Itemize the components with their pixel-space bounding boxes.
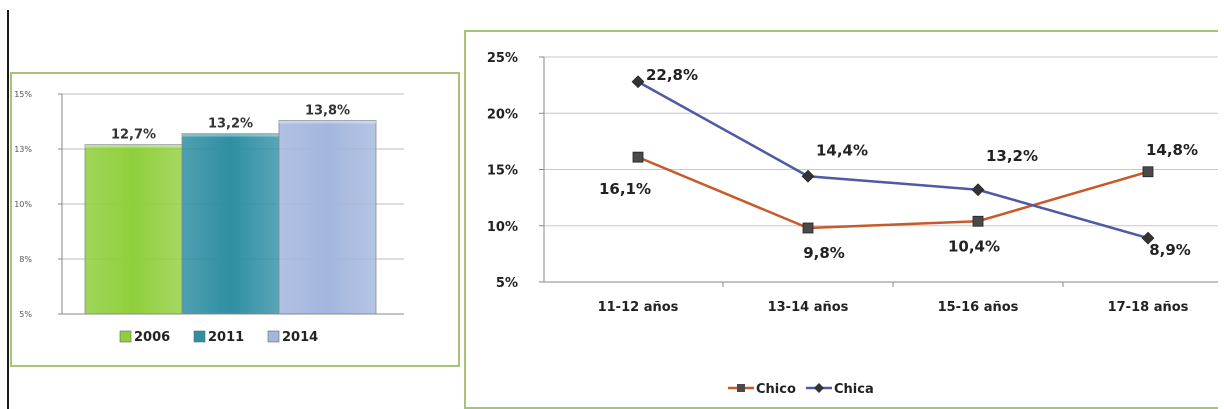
- bar-2011: [181, 133, 280, 315]
- series-line-chica: [637, 80, 1149, 240]
- legend-swatch: [119, 330, 132, 343]
- legend-item: 2014: [282, 330, 318, 345]
- point-chico: [632, 151, 644, 163]
- y-tick-label: 15%: [14, 90, 32, 99]
- y-tick-label: 15%: [487, 164, 518, 179]
- data-label: 14,4%: [816, 141, 868, 159]
- bar-2006: [84, 144, 183, 315]
- y-tick-label: 20%: [487, 107, 518, 122]
- legend-swatch: [193, 330, 206, 343]
- page-margin-rule: [7, 10, 9, 409]
- legend-item: 2011: [208, 330, 244, 345]
- series-line-chico: [637, 155, 1149, 230]
- data-label: 12,7%: [111, 128, 156, 143]
- bar-top-highlight: [85, 144, 182, 148]
- data-label: 8,9%: [1149, 241, 1191, 259]
- y-tick-label: 25%: [487, 51, 518, 66]
- y-tick-label: 8%: [19, 255, 32, 264]
- data-label: 10,4%: [948, 237, 1000, 255]
- data-label: 9,8%: [803, 244, 845, 262]
- bar-top-highlight: [182, 133, 279, 137]
- line-chart: 25% 20% 15% 10% 5% 11-12 años 13-14 años 15-16 …: [487, 51, 1218, 397]
- x-tick-label: 15-16 años: [938, 300, 1019, 315]
- y-tick-label: 10%: [487, 220, 518, 235]
- point-chica: [1141, 231, 1155, 245]
- legend-item: Chica: [834, 382, 874, 397]
- y-tick-label: 13%: [14, 145, 32, 154]
- bar-2014: [278, 120, 377, 315]
- point-chica: [631, 75, 645, 89]
- data-label: 14,8%: [1146, 141, 1198, 159]
- data-label: 13,2%: [986, 147, 1038, 165]
- legend-item: Chico: [756, 382, 796, 397]
- point-chico: [972, 215, 984, 227]
- legend-marker: [814, 383, 824, 393]
- legend-swatch: [267, 330, 280, 343]
- y-tick-label: 5%: [19, 310, 32, 319]
- data-label: 16,1%: [599, 180, 651, 198]
- x-tick-label: 17-18 años: [1108, 300, 1189, 315]
- legend-marker: [737, 384, 745, 392]
- point-chica: [971, 183, 985, 197]
- bar-top-highlight: [279, 120, 376, 124]
- bar-chart-panel: 15% 13% 10% 8% 5% 12,7% 13,2% 13,8% 2006 2011 2014: [10, 72, 460, 367]
- data-label: 13,2%: [208, 117, 253, 132]
- point-chico: [1142, 166, 1154, 178]
- legend-item: 2006: [134, 330, 170, 345]
- point-chico: [802, 222, 814, 234]
- point-chica: [801, 169, 815, 183]
- x-tick-label: 11-12 años: [598, 300, 679, 315]
- line-chart-panel: 25% 20% 15% 10% 5% 11-12 años 13-14 años 15-16 …: [464, 30, 1218, 409]
- data-label: 13,8%: [305, 103, 350, 118]
- data-label: 22,8%: [646, 66, 698, 84]
- bar-chart: 15% 13% 10% 8% 5% 12,7% 13,2% 13,8% 2006 2011 2014: [14, 90, 404, 345]
- y-tick-label: 10%: [14, 200, 32, 209]
- x-tick-label: 13-14 años: [768, 300, 849, 315]
- y-tick-label: 5%: [496, 276, 518, 291]
